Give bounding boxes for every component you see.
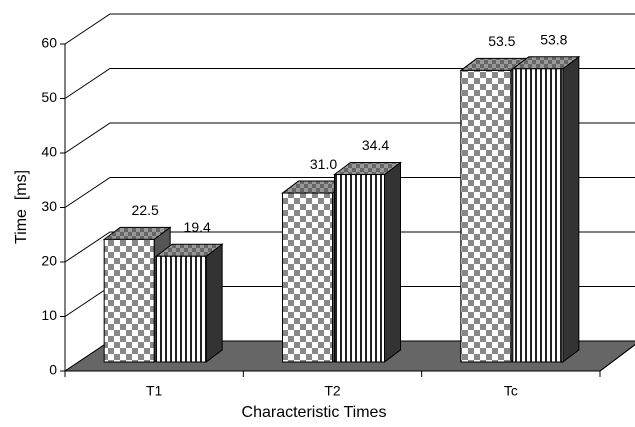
bar [154, 243, 224, 363]
y-tick-label: 60 [41, 35, 57, 51]
y-tick-label: 20 [41, 253, 57, 269]
grid-line [64, 13, 635, 45]
y-tick-label: 50 [41, 89, 57, 105]
bar-side [562, 55, 580, 363]
bar-front [155, 255, 207, 363]
bar-front [103, 238, 155, 363]
bar-front [460, 69, 512, 363]
x-axis-title: Characteristic Times [242, 404, 387, 421]
bar-side [384, 161, 401, 363]
x-tick-label: T1 [146, 383, 163, 399]
y-axis-title: Time [ms] [13, 170, 30, 244]
data-label: 19.4 [184, 219, 211, 235]
x-tick-label: T2 [324, 383, 341, 399]
data-label: 34.4 [362, 137, 389, 153]
bar-front [282, 192, 333, 363]
y-tick-label: 0 [49, 362, 57, 378]
bar [511, 55, 581, 363]
data-label: 22.5 [132, 202, 159, 218]
x-tick-label: Tc [504, 383, 518, 399]
bar [333, 161, 402, 363]
bar-side [205, 243, 223, 363]
y-tick-label: 40 [41, 144, 57, 160]
y-tick-label: 10 [41, 307, 57, 323]
bar-front [512, 68, 564, 363]
data-label: 53.8 [540, 31, 567, 47]
y-tick-label: 30 [41, 198, 57, 214]
x-axis-back [599, 344, 635, 372]
bar-front [334, 174, 385, 363]
data-label: 31.0 [310, 156, 337, 172]
data-label: 53.5 [488, 33, 515, 49]
